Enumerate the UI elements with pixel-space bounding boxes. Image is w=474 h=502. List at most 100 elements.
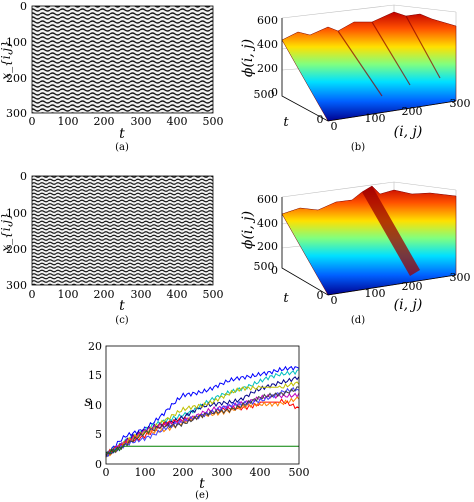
tick-label: 200 bbox=[94, 115, 115, 128]
tick-label: 400 bbox=[167, 288, 188, 301]
x-axis-label: (i, j) bbox=[394, 297, 423, 313]
tick-label: 0 bbox=[20, 0, 27, 13]
tick-label: 0 bbox=[317, 113, 324, 126]
series-line bbox=[105, 376, 300, 458]
tick-label: 0 bbox=[271, 264, 278, 277]
tick-label: 100 bbox=[58, 115, 79, 128]
y-axis-label: t bbox=[283, 115, 289, 130]
panel-b-axes bbox=[281, 18, 457, 122]
tick-label: 20 bbox=[88, 340, 102, 353]
tick-label: 0 bbox=[331, 294, 338, 307]
tick-label: 300 bbox=[131, 288, 152, 301]
tick-label: 400 bbox=[250, 466, 271, 479]
panel-label: (c) bbox=[115, 315, 129, 326]
tick-label: 400 bbox=[257, 217, 278, 230]
tick-label: 200 bbox=[257, 240, 278, 253]
tick-label: 200 bbox=[6, 72, 27, 85]
tick-label: 5 bbox=[95, 428, 102, 441]
tick-label: 0 bbox=[317, 289, 324, 302]
tick-label: 0 bbox=[331, 120, 338, 133]
panel-c-yticks: 0 100 200 300 bbox=[6, 170, 27, 292]
tick-label: 300 bbox=[131, 115, 152, 128]
panel-d-xticks: 0 100 200 300 bbox=[331, 271, 471, 307]
tick-label: 300 bbox=[6, 279, 27, 292]
tick-label: 500 bbox=[289, 466, 310, 479]
series-line bbox=[105, 386, 300, 457]
tick-label: 100 bbox=[58, 288, 79, 301]
tick-label: 0 bbox=[29, 115, 36, 128]
panel-label: (a) bbox=[115, 142, 129, 153]
series-line bbox=[105, 365, 300, 456]
surface-d-ridge bbox=[362, 186, 420, 276]
y-axis-label: x_{i,j} bbox=[0, 40, 13, 79]
panel-label: (d) bbox=[351, 315, 365, 326]
panel-e-series bbox=[105, 365, 300, 458]
tick-label: 0 bbox=[103, 466, 110, 479]
panel-e-frame bbox=[105, 345, 300, 465]
tick-label: 100 bbox=[365, 287, 386, 300]
series-line bbox=[105, 398, 300, 456]
panel-d-axes bbox=[281, 197, 457, 296]
tick-label: 300 bbox=[450, 97, 471, 110]
tick-label: 0 bbox=[95, 458, 102, 471]
tick-label: 500 bbox=[254, 260, 275, 273]
tick-label: 500 bbox=[203, 288, 224, 301]
series-line bbox=[105, 386, 300, 457]
tick-label: 100 bbox=[365, 112, 386, 125]
heatmap-c-area bbox=[31, 175, 214, 286]
heatmap-a-area bbox=[31, 5, 214, 114]
tick-label: 300 bbox=[450, 271, 471, 284]
tick-label: 600 bbox=[257, 14, 278, 27]
tick-label: 300 bbox=[212, 466, 233, 479]
tick-label: 200 bbox=[173, 466, 194, 479]
tick-label: 300 bbox=[6, 107, 27, 120]
tick-label: 100 bbox=[6, 36, 27, 49]
panel-c: 0 100 200 300 400 500 0 100 200 300 t x_… bbox=[0, 170, 224, 326]
tick-label: 200 bbox=[402, 280, 423, 293]
z-axis-label: ϕ(i, j) bbox=[240, 39, 256, 77]
tick-label: 15 bbox=[88, 369, 102, 382]
panel-label: (e) bbox=[195, 490, 209, 501]
series-line bbox=[105, 445, 299, 455]
surface-b bbox=[281, 11, 457, 122]
x-axis-label: t bbox=[119, 298, 125, 314]
panel-b-yticks: 500 0 bbox=[254, 88, 324, 126]
tick-label: 500 bbox=[203, 115, 224, 128]
y-axis-label: t bbox=[283, 291, 289, 306]
series-line bbox=[105, 392, 300, 455]
panel-d-yticks: 500 0 bbox=[254, 260, 324, 302]
tick-label: 400 bbox=[167, 115, 188, 128]
tick-label: 0 bbox=[29, 288, 36, 301]
panel-e-xticks: 0 100 200 300 400 500 bbox=[103, 466, 310, 479]
panel-b-xticks: 0 100 200 300 bbox=[331, 97, 471, 133]
tick-label: 0 bbox=[271, 86, 278, 99]
tick-label: 0 bbox=[20, 170, 27, 183]
panel-b: 600 400 200 0 500 0 0 100 200 300 ϕ(i, j… bbox=[240, 4, 471, 153]
surface-b-ridges bbox=[337, 15, 441, 97]
x-axis-label: t bbox=[119, 126, 125, 142]
panel-a: 0 100 200 300 400 500 0 100 200 300 t x_… bbox=[0, 0, 224, 153]
tick-label: 400 bbox=[257, 38, 278, 51]
y-axis-label: x_{i,j} bbox=[0, 212, 13, 251]
series-line bbox=[105, 381, 300, 458]
panel-d-zticks: 600 400 200 0 bbox=[257, 193, 278, 277]
y-axis-label: s bbox=[84, 394, 91, 410]
tick-label: 200 bbox=[257, 62, 278, 75]
tick-label: 100 bbox=[6, 207, 27, 220]
panel-a-yticks: 0 100 200 300 bbox=[6, 0, 27, 120]
z-axis-label: ϕ(i, j) bbox=[240, 211, 256, 249]
x-axis-label: t bbox=[199, 476, 205, 492]
panel-c-xticks: 0 100 200 300 400 500 bbox=[29, 288, 224, 301]
panel-label: (b) bbox=[351, 142, 365, 153]
panel-a-xticks: 0 100 200 300 400 500 bbox=[29, 115, 224, 128]
tick-label: 200 bbox=[6, 243, 27, 256]
tick-label: 10 bbox=[88, 399, 102, 412]
x-axis-label: (i, j) bbox=[394, 124, 423, 140]
panel-e: 0 100 200 300 400 500 20 15 10 5 0 t s (… bbox=[84, 340, 309, 501]
tick-label: 200 bbox=[402, 105, 423, 118]
tick-label: 600 bbox=[257, 193, 278, 206]
tick-label: 200 bbox=[94, 288, 115, 301]
panel-b-zticks: 600 400 200 0 bbox=[257, 14, 278, 99]
panel-e-yticks: 20 15 10 5 0 bbox=[88, 340, 102, 471]
